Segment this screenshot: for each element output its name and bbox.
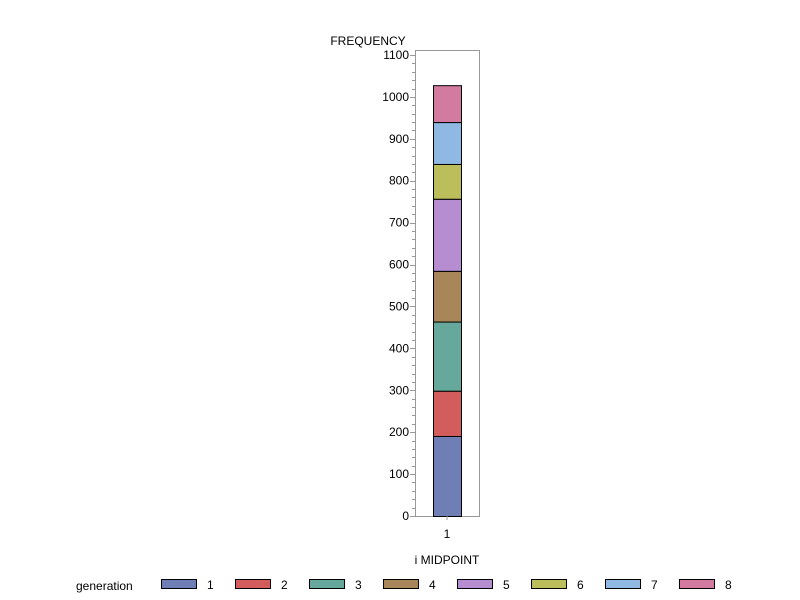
legend-swatch-1 [161,579,197,589]
y-tick-label: 600 [389,258,409,272]
y-tick-label: 300 [389,383,409,397]
legend-swatch-4 [383,579,419,589]
legend-label-3: 3 [355,578,362,592]
legend-swatch-6 [531,579,567,589]
y-tick-label: 200 [389,425,409,439]
legend-label-8: 8 [725,578,732,592]
legend-swatch-3 [309,579,345,589]
legend-swatch-8 [679,579,715,589]
legend-title: generation [76,579,133,593]
x-axis-label: i MIDPOINT [415,553,480,567]
y-tick-label: 800 [389,174,409,188]
y-tick-label: 400 [389,341,409,355]
x-tick-label: 1 [444,527,451,541]
y-tick-label: 0 [402,509,409,523]
y-axis: 0 100 200 300 400 500 600 700 800 900 1000 1100 [382,48,415,523]
legend-swatch-5 [457,579,493,589]
legend-label-5: 5 [503,578,510,592]
bar-segment-7 [433,122,462,165]
bar-segment-8 [433,85,462,124]
x-axis: 1 [444,516,451,541]
legend-swatch-2 [235,579,271,589]
bar-stack [433,85,462,518]
y-axis-label: FREQUENCY [330,34,405,48]
legend-label-1: 1 [207,578,214,592]
legend: generation 1 2 3 4 5 6 7 8 [76,578,732,593]
y-tick-label: 1000 [382,90,409,104]
bar-segment-4 [433,270,462,323]
bar-segment-6 [433,163,462,200]
bar-segment-3 [433,321,462,392]
legend-label-6: 6 [577,578,584,592]
y-tick-label: 900 [389,132,409,146]
bar-segment-5 [433,198,462,272]
legend-label-4: 4 [429,578,436,592]
y-tick-label: 100 [389,467,409,481]
bar-segment-1 [433,435,462,518]
y-tick-label: 1100 [383,48,409,62]
legend-label-7: 7 [651,578,658,592]
y-tick-label: 700 [389,216,409,230]
legend-swatch-7 [605,579,641,589]
bar-segment-2 [433,390,462,437]
legend-label-2: 2 [281,578,288,592]
y-tick-label: 500 [389,299,409,313]
